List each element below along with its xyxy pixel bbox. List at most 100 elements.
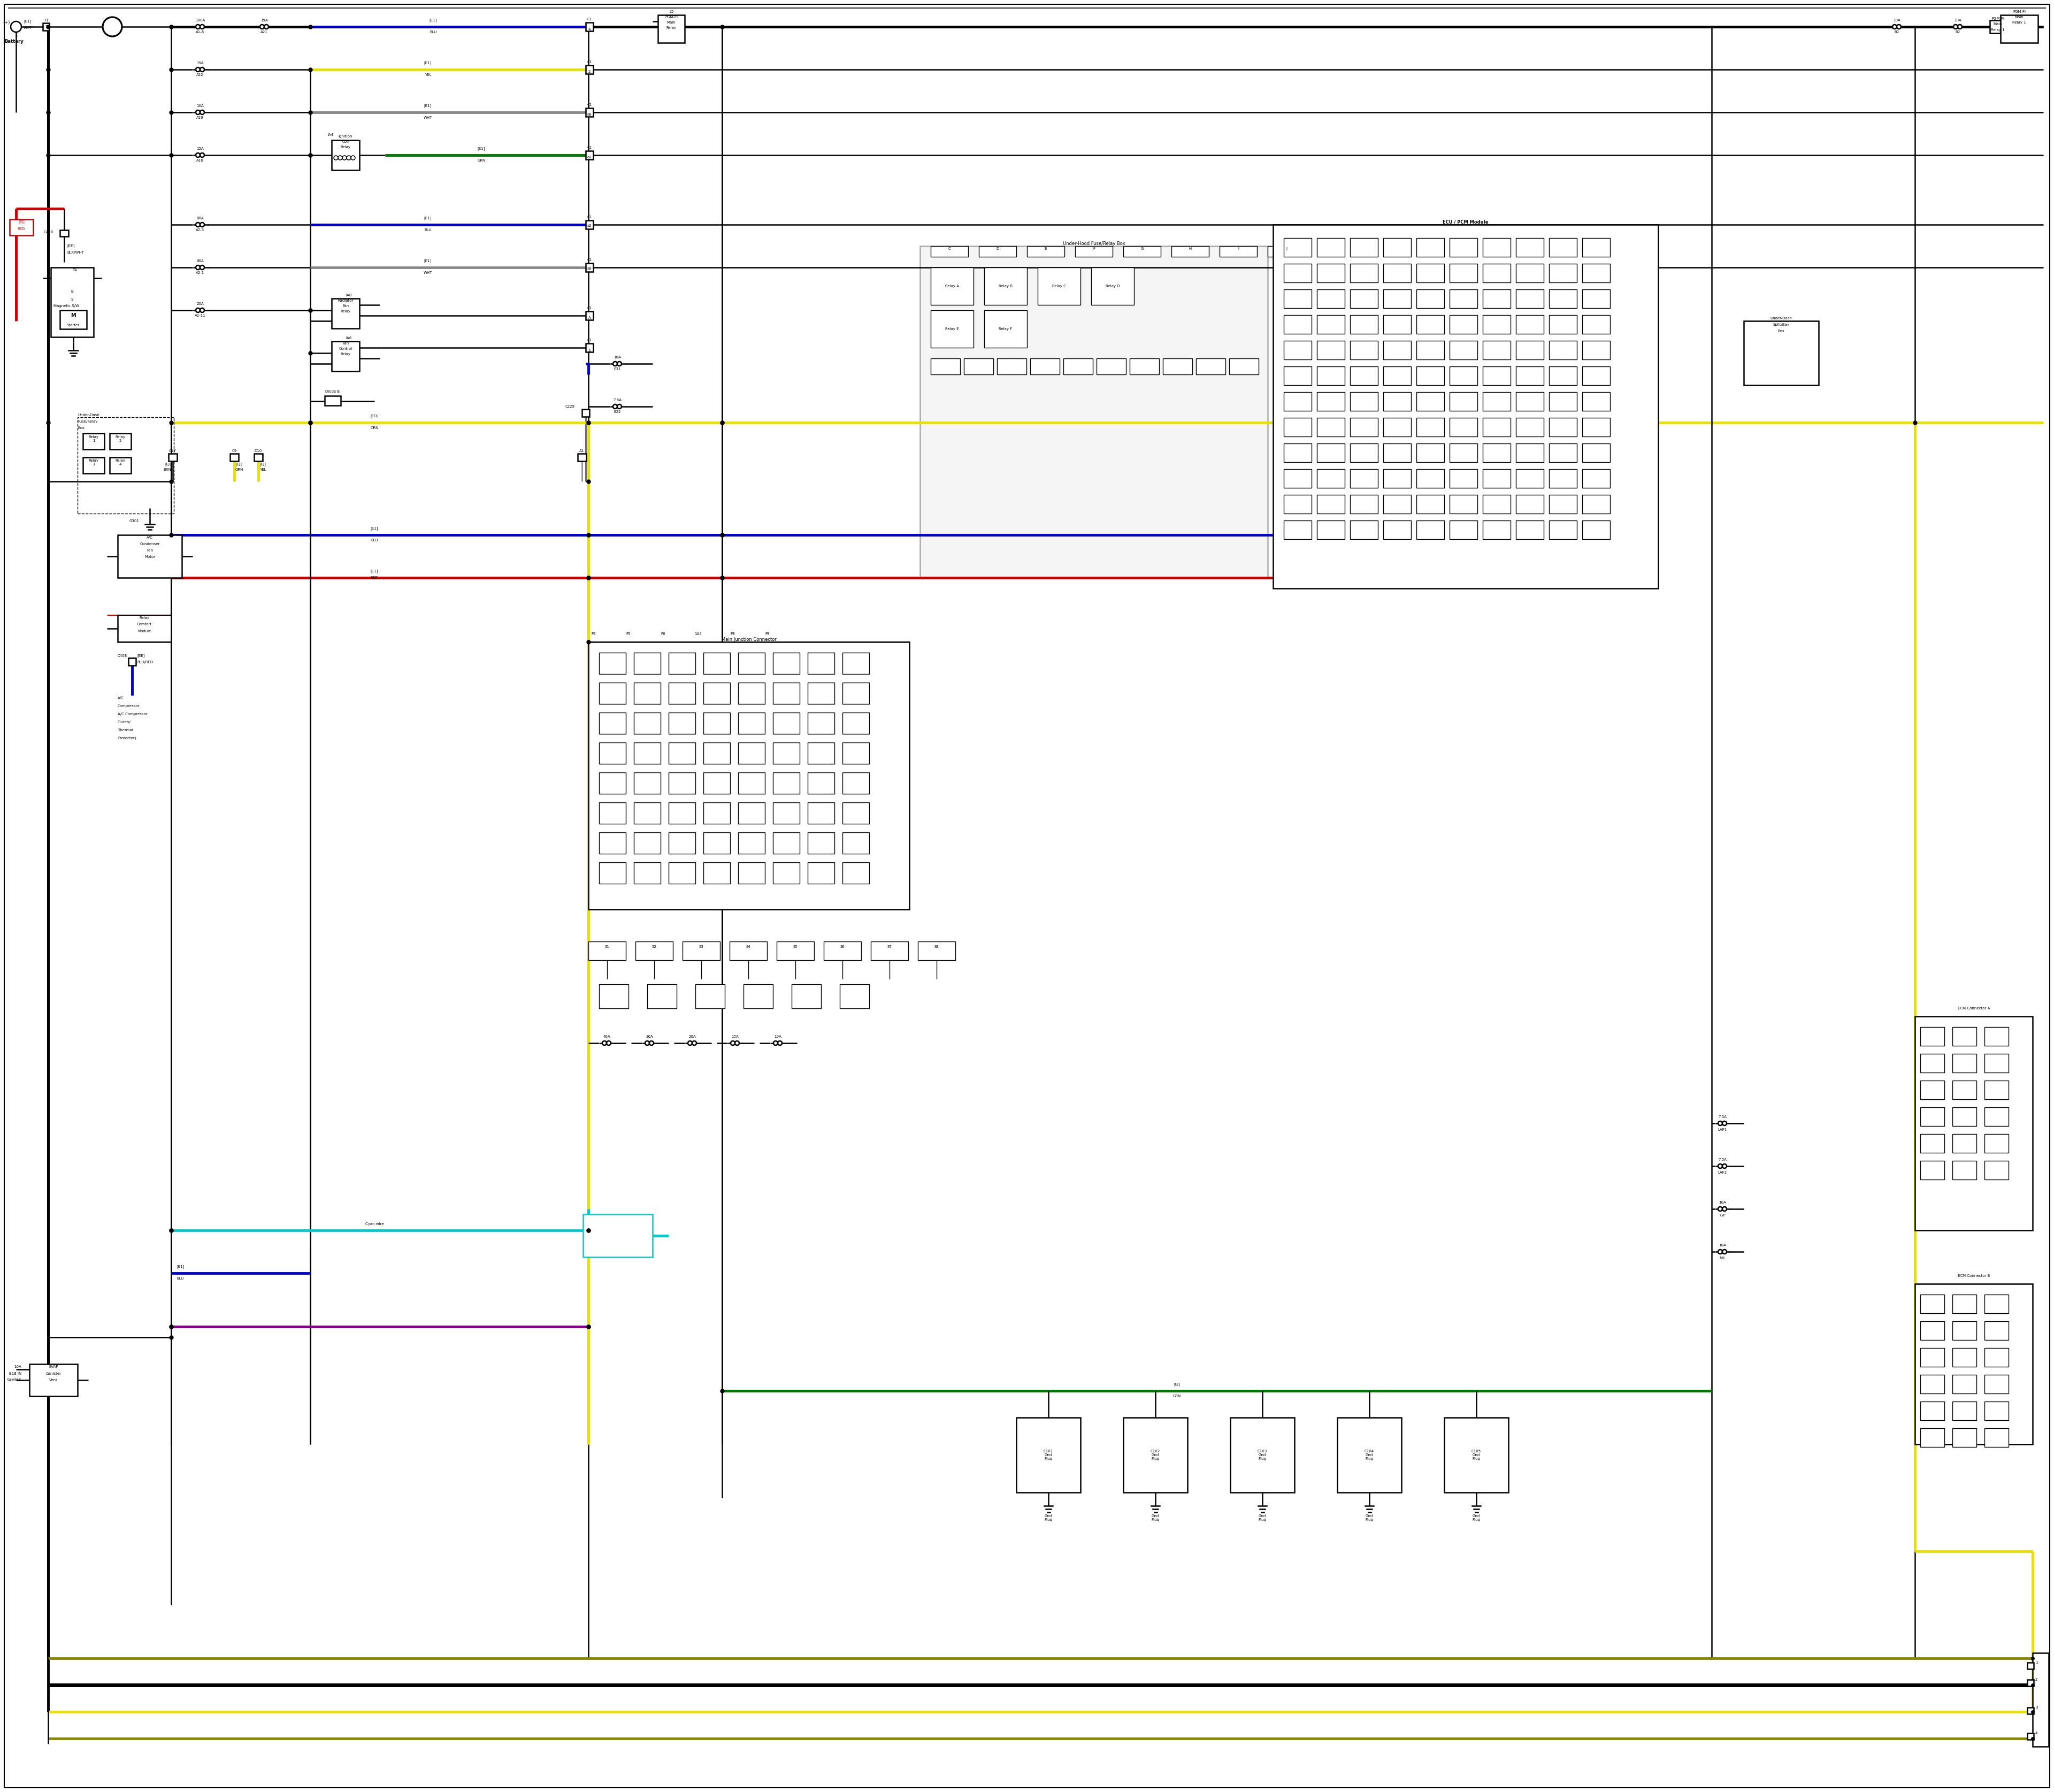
Bar (1284, 418, 1313, 437)
Bar (996, 358, 1027, 375)
Bar (2027, 1708, 2033, 1713)
Circle shape (195, 25, 199, 29)
Bar (1516, 443, 1545, 462)
Text: [EJ]: [EJ] (164, 462, 170, 466)
Bar (1920, 1107, 1945, 1125)
Bar (255, 453, 263, 461)
Bar (1953, 1027, 1976, 1047)
Bar (635, 772, 661, 794)
Bar (1317, 520, 1345, 539)
Bar (1171, 246, 1210, 256)
Bar (772, 713, 799, 735)
Text: 2: 2 (2036, 1677, 2038, 1681)
Text: Battery: Battery (4, 39, 23, 45)
Bar (325, 396, 341, 405)
Bar (331, 140, 359, 170)
Bar (635, 862, 661, 883)
Bar (587, 642, 910, 909)
Bar (1417, 366, 1444, 385)
Circle shape (612, 405, 618, 409)
Text: C102
Gnd
Plug: C102 Gnd Plug (1150, 1450, 1161, 1460)
Bar (1582, 263, 1610, 283)
Bar (1516, 366, 1545, 385)
Bar (1920, 1054, 1945, 1073)
Text: B22: B22 (614, 410, 620, 414)
Circle shape (1717, 1206, 1723, 1211)
Bar (1382, 238, 1411, 256)
Text: 10A: 10A (1719, 1201, 1725, 1204)
Bar (117, 536, 183, 577)
Text: D: D (996, 247, 998, 251)
Bar (918, 941, 955, 961)
Text: Relay: Relay (341, 353, 351, 357)
Bar (1349, 366, 1378, 385)
Text: A2-1: A2-1 (195, 271, 203, 274)
Text: a8: a8 (587, 113, 592, 116)
Bar (1031, 358, 1060, 375)
Bar (600, 742, 626, 763)
Circle shape (735, 1041, 739, 1045)
Bar (1382, 495, 1411, 514)
Bar (842, 772, 869, 794)
Text: Module: Module (138, 629, 152, 633)
Bar (600, 713, 626, 735)
Text: 15A: 15A (197, 147, 203, 151)
Bar (635, 652, 661, 674)
Bar (51, 267, 94, 337)
Circle shape (199, 265, 203, 269)
Bar (1953, 1428, 1976, 1446)
Bar (1349, 470, 1378, 487)
Text: 1A4: 1A4 (694, 633, 702, 636)
Circle shape (1723, 1122, 1727, 1125)
Circle shape (10, 22, 21, 32)
Text: [EJ]: [EJ] (236, 462, 242, 466)
Text: Gnd
Plug: Gnd Plug (1043, 1514, 1052, 1521)
Bar (1230, 1417, 1294, 1493)
Bar (670, 713, 696, 735)
Text: C1: C1 (587, 18, 592, 22)
Bar (1382, 289, 1411, 308)
Text: Condenser: Condenser (140, 543, 160, 545)
Bar (1382, 340, 1411, 360)
Bar (1920, 1294, 1945, 1314)
Bar (871, 941, 908, 961)
Bar (1450, 520, 1477, 539)
Bar (585, 263, 594, 272)
Bar (737, 803, 764, 824)
Circle shape (1717, 1122, 1723, 1125)
Bar (600, 652, 626, 674)
Bar (1549, 392, 1577, 410)
Bar (1317, 263, 1345, 283)
Bar (1483, 470, 1510, 487)
Text: Gnd
Plug: Gnd Plug (1473, 1514, 1481, 1521)
Text: Box: Box (78, 426, 84, 430)
Text: 3: 3 (2036, 1706, 2038, 1710)
Bar (1284, 392, 1313, 410)
Text: Radiator: Radiator (337, 299, 353, 303)
Bar (1483, 366, 1510, 385)
Circle shape (1892, 25, 1896, 29)
Circle shape (195, 152, 199, 158)
Text: 7.5A: 7.5A (1717, 1115, 1727, 1118)
Bar (635, 683, 661, 704)
Bar (109, 434, 131, 450)
Text: P5: P5 (626, 633, 631, 636)
Text: C9: C9 (232, 450, 236, 453)
Bar (1017, 1417, 1080, 1493)
Text: [E1]: [E1] (423, 217, 431, 220)
Bar (1317, 443, 1345, 462)
Circle shape (1717, 1165, 1723, 1168)
Bar (702, 831, 729, 853)
Text: 20A: 20A (688, 1036, 696, 1038)
Bar (1317, 495, 1345, 514)
Bar (1349, 289, 1378, 308)
Text: IGP: IGP (1719, 1213, 1725, 1217)
Text: A2-11: A2-11 (195, 314, 205, 317)
Text: Fan: Fan (343, 305, 349, 308)
Bar (1483, 263, 1510, 283)
Bar (1582, 470, 1610, 487)
Bar (930, 358, 959, 375)
Bar (670, 772, 696, 794)
Bar (1349, 520, 1378, 539)
Bar (1953, 1081, 1976, 1098)
